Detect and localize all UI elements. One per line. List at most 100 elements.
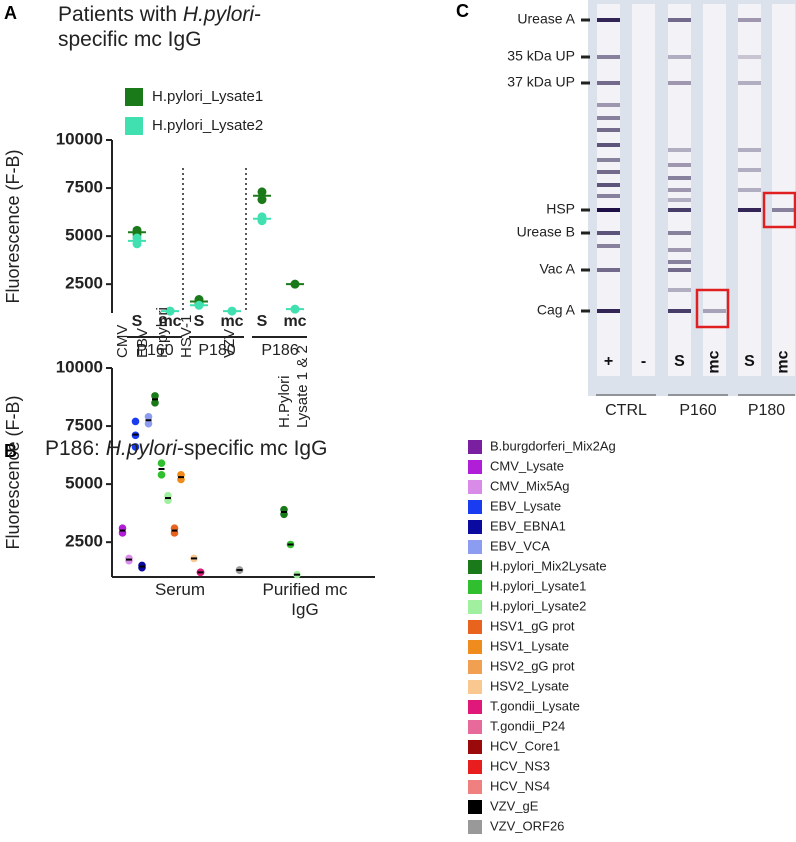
y-tick-label: 7500 [65, 416, 103, 435]
legend-swatch [468, 760, 482, 774]
y-axis-label: Fluorescence (F-B) [3, 149, 23, 303]
marker-label: Urease A [517, 11, 575, 27]
legend-swatch [468, 680, 482, 694]
blot-band [597, 55, 620, 59]
point [257, 195, 267, 205]
legend-label: HSV2_Lysate [490, 678, 569, 693]
legend-swatch [468, 820, 482, 834]
point [257, 187, 267, 197]
lane-label: mc [775, 350, 792, 373]
lane-label: S [674, 353, 685, 370]
legend-swatch [468, 560, 482, 574]
point [151, 392, 159, 400]
marker-label: 35 kDa UP [507, 48, 575, 64]
blot-band [597, 103, 620, 107]
title-part: H.pylori [105, 437, 177, 460]
blot-band [668, 18, 691, 22]
legend-swatch [468, 660, 482, 674]
x-tick-label: mc [283, 313, 306, 330]
point [151, 399, 159, 407]
blot-strip [738, 4, 761, 376]
legend-label: EBV_Lysate [490, 498, 561, 513]
blot-band [668, 55, 691, 59]
panel-label: A [4, 3, 17, 23]
group-label: P180 [748, 402, 785, 419]
blot-band [668, 231, 691, 235]
marker-label: Vac A [539, 261, 575, 277]
marker-label: Urease B [517, 224, 575, 240]
legend-label: EBV_EBNA1 [490, 518, 566, 533]
title-part: H.pylori [182, 3, 255, 26]
blot-band [597, 194, 620, 198]
marker-label: HSP [546, 201, 575, 217]
blot-band [668, 198, 691, 202]
legend-swatch [468, 600, 482, 614]
chart-title: P186: H.pylori-specific mc IgG [45, 436, 445, 461]
column-annotation: CMV [114, 325, 131, 358]
x-tick-label: S [194, 313, 205, 330]
lane-label: mc [706, 350, 723, 373]
point [138, 563, 146, 572]
legend-label: H.pylori_Lysate2 [152, 117, 263, 134]
panel-label: C [456, 1, 469, 21]
y-tick-label: 2500 [65, 532, 103, 551]
legend-label: H.pylori_Lysate1 [152, 88, 263, 105]
legend-label: EBV_VCA [490, 538, 550, 553]
lane-label: - [641, 353, 646, 370]
column-annotation: HSV-1 [178, 315, 195, 358]
blot-band [597, 208, 620, 212]
panel-label: B [4, 441, 17, 461]
legend-label: HSV1_gG prot [490, 618, 575, 633]
blot-band [738, 208, 761, 212]
legend-label: HSV2_gG prot [490, 658, 575, 673]
legend-label: HCV_NS4 [490, 778, 550, 793]
legend-label: H.pylori_Lysate1 [490, 578, 586, 593]
blot-band [738, 81, 761, 85]
blot-band [597, 143, 620, 147]
y-tick-label: 7500 [65, 178, 103, 197]
point [157, 471, 166, 479]
legend-swatch [468, 640, 482, 654]
blot-band [597, 170, 620, 174]
blot-strip [772, 4, 795, 376]
legend-label: T.gondii_Lysate [490, 698, 580, 713]
blot-band [738, 168, 761, 172]
legend-label: VZV_gE [490, 798, 539, 813]
group-label: P160 [679, 402, 716, 419]
blot-band [668, 268, 691, 272]
blot-band [597, 309, 620, 313]
blot-band [668, 188, 691, 192]
legend-swatch [468, 720, 482, 734]
point [144, 419, 153, 428]
legend-label: VZV_ORF26 [490, 818, 564, 833]
point [144, 412, 153, 421]
blot-band [597, 231, 620, 235]
lane-label: S [744, 353, 755, 370]
y-tick-label: 2500 [65, 274, 103, 293]
legend-swatch [468, 520, 482, 534]
legend-label: CMV_Mix5Ag [490, 478, 569, 493]
blot-band [597, 158, 620, 162]
title-part: -specific mc IgG [176, 437, 328, 460]
legend-label: HSV1_Lysate [490, 638, 569, 653]
title-part: Patients with [58, 3, 183, 26]
legend-label: HCV_NS3 [490, 758, 550, 773]
blot-band [738, 188, 761, 192]
blot-band [597, 128, 620, 132]
point [131, 417, 140, 426]
column-annotation: Lysate 1 & 2 [294, 345, 311, 428]
legend-swatch [468, 540, 482, 554]
x-tick-label: mc [220, 313, 243, 330]
blot-band [597, 116, 620, 120]
x-tick-label: mc [158, 313, 181, 330]
title-part: P186: [45, 437, 106, 460]
legend-swatch [468, 780, 482, 794]
blot-band [738, 18, 761, 22]
column-annotation: H.Pylori [276, 375, 293, 428]
blot-strip [632, 4, 655, 376]
legend-swatch [468, 620, 482, 634]
legend-label: HCV_Core1 [490, 738, 560, 753]
x-tick-label: S [257, 313, 268, 330]
